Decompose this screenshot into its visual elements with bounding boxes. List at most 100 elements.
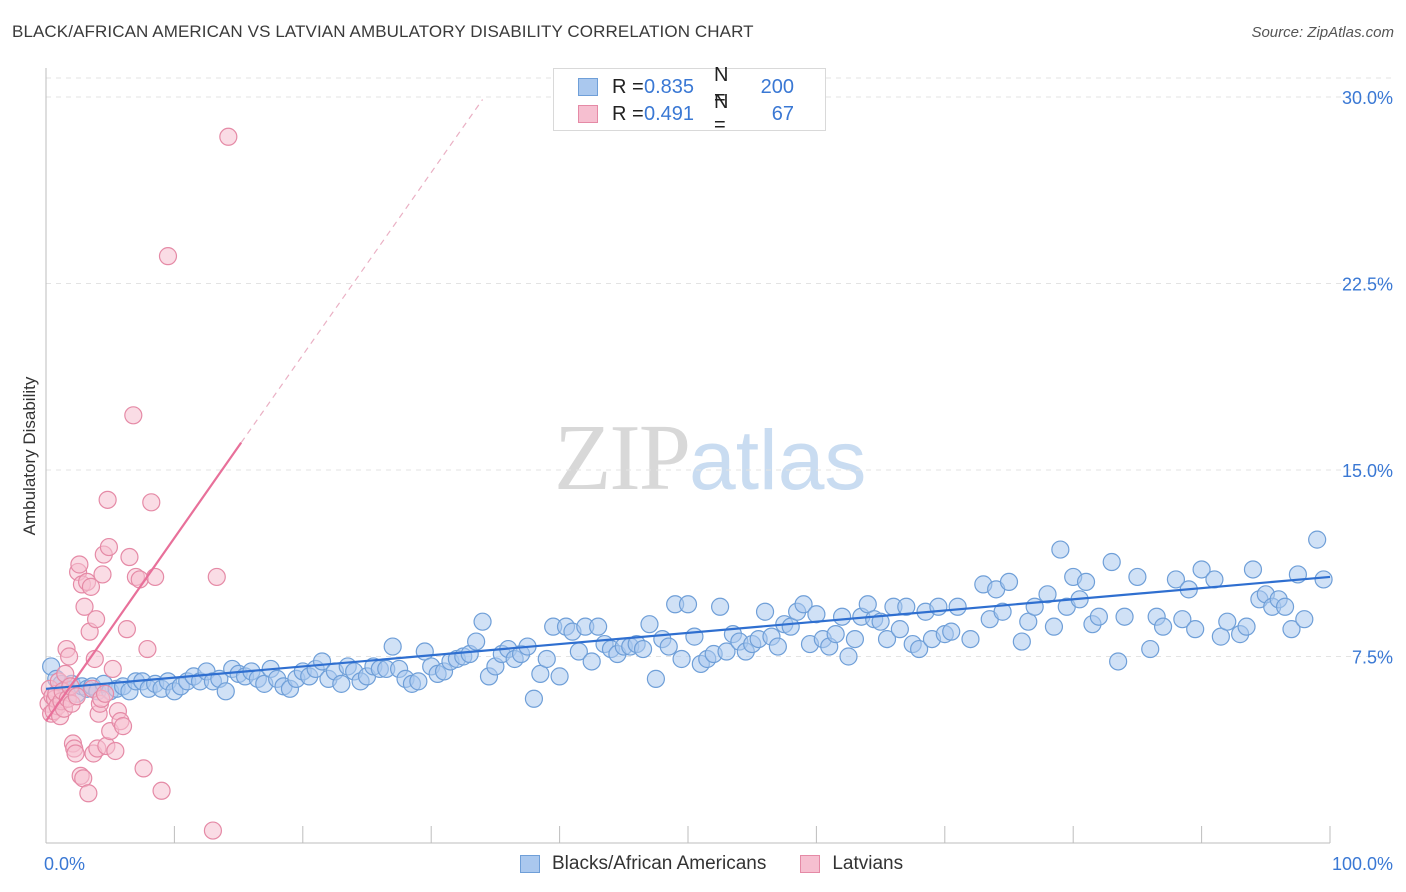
blacks-point <box>1109 652 1128 671</box>
blacks-point <box>877 629 897 649</box>
blacks-point <box>839 647 858 666</box>
blacks-point <box>1141 639 1160 659</box>
latvians-point <box>207 567 226 587</box>
blacks-point <box>332 674 351 693</box>
y-tick-label: 22.5% <box>1342 275 1393 295</box>
latvians-point <box>219 127 238 146</box>
latvians-point <box>93 565 112 584</box>
series-legend-item-latvians[interactable]: Latvians <box>800 853 903 875</box>
stats-legend-row-blacks: R = 0.835 N = 200 <box>578 64 794 109</box>
n-value: 67 <box>771 102 794 125</box>
source-label: Source: ZipAtlas.com <box>1251 24 1394 41</box>
latvians-point <box>98 490 117 509</box>
blacks-point <box>672 649 691 669</box>
latvians-point <box>134 759 153 778</box>
blacks-point <box>942 622 961 641</box>
legend-label-blacks: Blacks/African Americans <box>552 853 767 874</box>
blacks-point <box>1186 620 1205 639</box>
r-value: 0.491 <box>644 102 695 125</box>
blacks-point <box>1192 560 1211 579</box>
blacks-point <box>1089 607 1108 626</box>
latvians-point <box>99 537 119 557</box>
legend-swatch-blacks <box>520 855 540 873</box>
blacks-point <box>467 632 486 651</box>
blacks-point <box>1243 560 1263 579</box>
blacks-point <box>768 637 787 656</box>
blacks-point <box>1314 570 1333 589</box>
latvians-point <box>66 744 85 763</box>
blacks-point <box>794 595 813 614</box>
blacks-point <box>678 595 698 614</box>
blacks-point <box>910 639 929 659</box>
latvians-point <box>138 639 157 659</box>
latvians-point <box>106 741 125 761</box>
latvians-point <box>113 717 133 736</box>
legend-label-latvians: Latvians <box>832 853 904 874</box>
blacks-point <box>1205 570 1224 589</box>
blacks-point <box>1076 572 1096 592</box>
watermark: ZIPatlas <box>554 404 866 512</box>
blacks-point <box>717 642 736 661</box>
x-tick-label: 0.0% <box>44 854 85 874</box>
blacks-point <box>633 639 653 659</box>
latvians-point <box>79 784 98 803</box>
blacks-point <box>1115 607 1134 626</box>
latvians-point <box>146 567 165 587</box>
blacks-point <box>550 667 569 686</box>
blacks-point <box>1051 540 1070 559</box>
blacks-point <box>1237 617 1256 636</box>
blacks-point <box>961 629 980 649</box>
n-label: N = <box>714 64 729 109</box>
blacks-point <box>1102 552 1121 572</box>
blacks-point <box>710 597 730 616</box>
n-value: 200 <box>760 75 794 98</box>
series-legend-item-blacks[interactable]: Blacks/African Americans <box>520 853 766 875</box>
legend-swatch-latvians <box>578 105 598 123</box>
blacks-point <box>1128 567 1147 587</box>
blacks-point <box>646 669 666 688</box>
blacks-point <box>993 602 1012 621</box>
blacks-point <box>1166 570 1186 589</box>
blacks-point <box>845 629 865 649</box>
y-tick-label: 15.0% <box>1342 461 1393 481</box>
blacks-point <box>948 597 967 616</box>
blacks-point <box>999 572 1019 592</box>
legend-swatch-latvians <box>800 855 821 873</box>
latvians-point <box>124 406 143 425</box>
blacks-point <box>1025 597 1044 616</box>
blacks-point <box>1275 597 1295 616</box>
legend-swatch-blacks <box>578 78 598 96</box>
blacks-point <box>929 597 948 616</box>
latvians-point <box>142 493 161 512</box>
blacks-point <box>640 615 659 634</box>
latvians-point <box>158 247 178 266</box>
blacks-point <box>473 612 492 631</box>
n-label: N = <box>714 91 729 136</box>
y-axis-label: Ambulatory Disability <box>20 376 39 535</box>
blacks-point <box>1308 530 1327 549</box>
stats-legend-row-latvians: R = 0.491 N = 67 <box>578 91 794 136</box>
latvians-point <box>203 821 223 840</box>
blacks-point <box>832 607 852 626</box>
blacks-point <box>1153 617 1173 636</box>
blacks-point <box>1038 585 1057 604</box>
blacks-point <box>582 652 601 671</box>
latvians-trend-extension <box>240 99 484 443</box>
x-tick-label: 100.0% <box>1332 854 1393 874</box>
latvians-point <box>60 647 79 666</box>
blacks-point <box>1218 612 1237 631</box>
blacks-point <box>409 672 428 691</box>
blacks-point <box>897 597 916 616</box>
blacks-point <box>755 602 775 621</box>
series-legend: Blacks/African Americans Latvians <box>520 852 937 876</box>
blacks-trend-line <box>45 575 1331 690</box>
blacks-point <box>685 627 704 646</box>
blacks-point <box>216 682 235 701</box>
latvians-point <box>120 547 139 567</box>
y-tick-label: 30.0% <box>1342 88 1393 108</box>
blacks-point <box>383 637 402 656</box>
y-tick-label: 7.5% <box>1352 648 1393 668</box>
r-value: 0.835 <box>644 75 695 98</box>
blacks-point <box>1282 620 1301 639</box>
